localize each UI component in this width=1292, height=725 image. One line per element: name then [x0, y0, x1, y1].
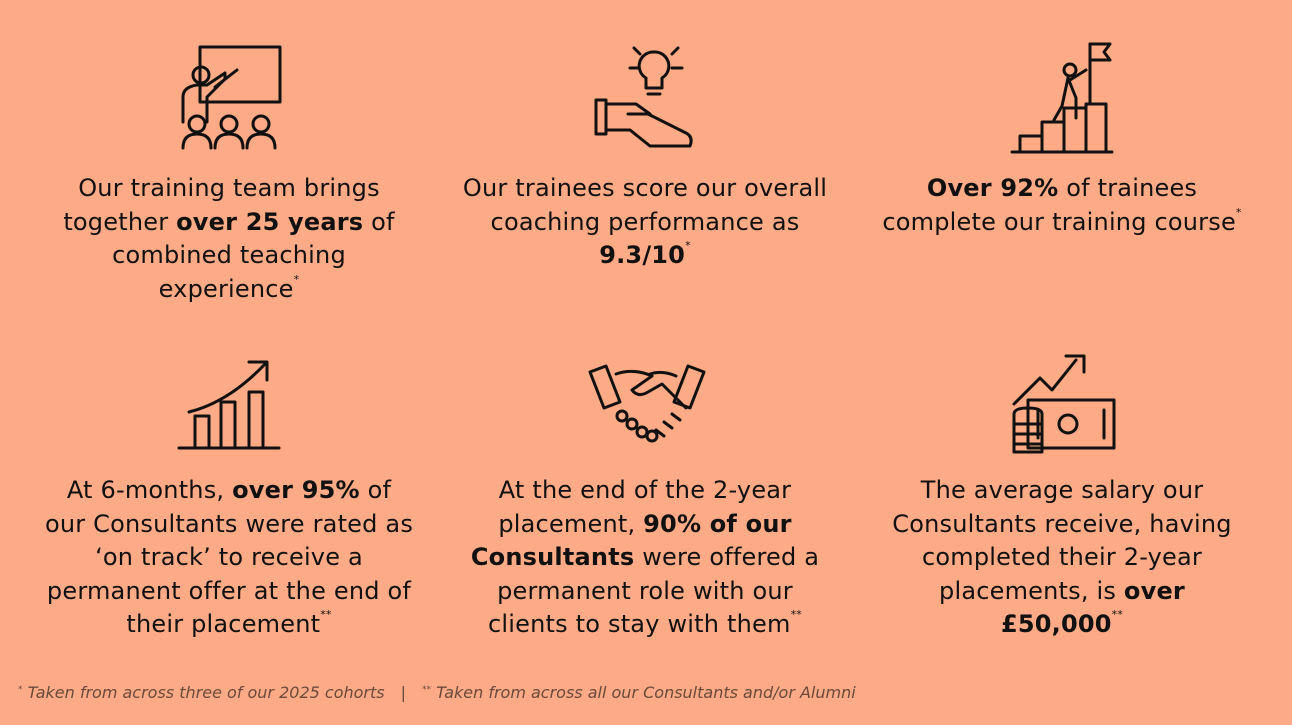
idea-hand-icon [594, 46, 693, 148]
text: of trainees complete our training course [882, 174, 1236, 236]
text: of combined teaching experience [112, 207, 395, 303]
text: were offered a permanent role with our c… [488, 543, 820, 638]
footnote-mark: * [18, 685, 23, 695]
footnote-text: Taken from across all our Consultants an… [436, 683, 856, 702]
separator: | [400, 683, 406, 702]
footnotes: * Taken from across three of our 2025 co… [18, 683, 856, 702]
highlight: over 25 years [176, 207, 364, 236]
text: Our training team brings together [63, 174, 380, 236]
footnote-mark: ** [422, 685, 431, 695]
highlight: 90% of our Consultants [470, 509, 792, 572]
highlight: over 95% [232, 476, 360, 504]
text: At 6-months, [66, 476, 233, 504]
stat-text: At the end of the 2-year placement, 90% … [460, 474, 830, 642]
text: The average salary our Consultants recei… [892, 476, 1232, 605]
teacher-icon [181, 45, 282, 150]
growth-chart-icon [177, 360, 281, 450]
text: Our trainees score our overall coaching … [462, 174, 828, 236]
footnote-mark: * [685, 239, 691, 252]
stat-text: The average salary our Consultants recei… [877, 474, 1247, 642]
stat-text: Our trainees score our overall coaching … [460, 172, 830, 273]
handshake-icon [588, 364, 706, 443]
footnote-mark: ** [320, 608, 332, 621]
highlight: Over 92% [926, 174, 1059, 202]
text: of our Consultants were rated as ‘on tra… [44, 476, 414, 638]
footnote-mark: * [293, 272, 300, 286]
footnote-mark: * [1235, 205, 1242, 219]
stat-text: At 6-months, over 95% of our Consultants… [44, 474, 414, 642]
highlight: 9.3/10 [599, 241, 686, 269]
text: At the end of the 2-year placement, [498, 476, 792, 538]
footnote-mark: ** [790, 608, 802, 621]
podium-flag-icon [1010, 42, 1114, 154]
footnote-text: Taken from across three of our 2025 coho… [27, 683, 385, 702]
footnote-mark: ** [1111, 608, 1124, 621]
stat-text: Over 92% of trainees complete our traini… [877, 172, 1247, 239]
highlight: over £50,000 [1000, 576, 1185, 639]
stat-text: Our training team brings together over 2… [44, 172, 414, 306]
money-growth-icon [1012, 354, 1116, 454]
